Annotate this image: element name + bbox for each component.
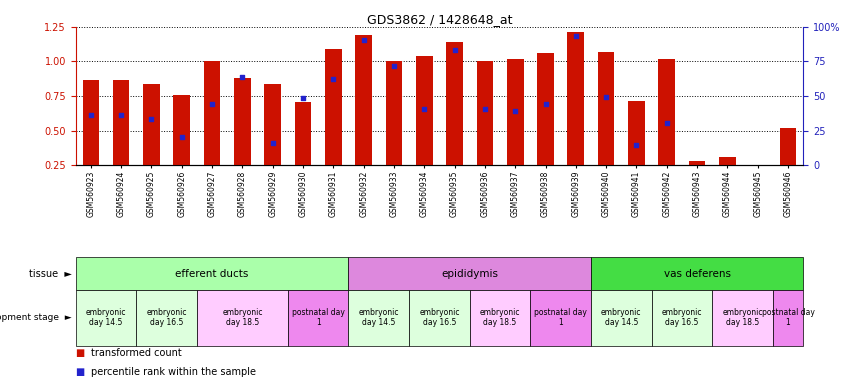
Bar	[507, 59, 524, 200]
Point	[690, 187, 704, 193]
Text: embryonic
day 16.5: embryonic day 16.5	[146, 308, 187, 328]
Text: transformed count: transformed count	[91, 348, 182, 358]
Point	[235, 74, 249, 80]
Point	[175, 134, 188, 140]
Text: tissue  ►: tissue ►	[29, 268, 71, 279]
Bar	[568, 32, 584, 200]
Title: GDS3862 / 1428648_at: GDS3862 / 1428648_at	[367, 13, 512, 26]
Text: embryonic
day 16.5: embryonic day 16.5	[662, 308, 702, 328]
Point	[296, 95, 309, 101]
Bar	[264, 84, 281, 200]
Bar	[288, 290, 348, 346]
Text: vas deferens: vas deferens	[664, 268, 731, 279]
Point	[721, 188, 734, 194]
Bar	[659, 59, 675, 200]
Text: embryonic
day 14.5: embryonic day 14.5	[358, 308, 399, 328]
Bar	[234, 78, 251, 200]
Bar	[416, 56, 432, 200]
Point	[539, 101, 553, 107]
Text: embryonic
day 18.5: embryonic day 18.5	[480, 308, 521, 328]
Bar	[712, 290, 773, 346]
Bar	[780, 128, 796, 200]
Point	[114, 112, 128, 118]
Point	[569, 33, 583, 39]
Bar	[591, 290, 652, 346]
Point	[266, 140, 279, 146]
Point	[630, 142, 643, 148]
Bar	[355, 35, 372, 200]
Bar	[749, 170, 766, 200]
Bar	[470, 290, 531, 346]
Text: ■: ■	[76, 367, 88, 377]
Bar	[628, 101, 645, 200]
Text: postnatal day
1: postnatal day 1	[762, 308, 814, 328]
Point	[205, 101, 219, 108]
Point	[84, 112, 98, 118]
Bar	[689, 161, 706, 200]
Point	[448, 47, 462, 53]
Point	[479, 106, 492, 112]
Bar	[173, 94, 190, 200]
Bar	[348, 257, 591, 290]
Bar	[477, 61, 493, 200]
Bar	[591, 257, 803, 290]
Point	[145, 116, 158, 122]
Text: postnatal day
1: postnatal day 1	[292, 308, 345, 328]
Bar	[143, 84, 160, 200]
Bar	[82, 80, 99, 200]
Bar	[447, 42, 463, 200]
Bar	[113, 80, 130, 200]
Bar	[598, 52, 615, 200]
Text: ■: ■	[76, 348, 88, 358]
Point	[600, 94, 613, 100]
Bar	[531, 290, 591, 346]
Bar	[294, 101, 311, 200]
Text: epididymis: epididymis	[442, 268, 498, 279]
Text: percentile rank within the sample: percentile rank within the sample	[91, 367, 256, 377]
Bar	[76, 257, 348, 290]
Bar	[197, 290, 288, 346]
Text: embryonic
day 14.5: embryonic day 14.5	[601, 308, 642, 328]
Bar	[409, 290, 470, 346]
Text: embryonic
day 18.5: embryonic day 18.5	[722, 308, 763, 328]
Point	[509, 108, 522, 114]
Text: embryonic
day 16.5: embryonic day 16.5	[419, 308, 460, 328]
Bar	[652, 290, 712, 346]
Bar	[386, 61, 402, 200]
Text: development stage  ►: development stage ►	[0, 313, 71, 322]
Text: embryonic
day 14.5: embryonic day 14.5	[86, 308, 126, 328]
Bar	[348, 290, 409, 346]
Point	[417, 106, 431, 112]
Bar	[204, 61, 220, 200]
Point	[387, 63, 400, 70]
Bar	[719, 157, 736, 200]
Text: embryonic
day 18.5: embryonic day 18.5	[222, 308, 262, 328]
Bar	[537, 53, 554, 200]
Bar	[773, 290, 803, 346]
Point	[357, 37, 370, 43]
Bar	[136, 290, 197, 346]
Bar	[76, 290, 136, 346]
Text: efferent ducts: efferent ducts	[176, 268, 249, 279]
Point	[781, 187, 795, 193]
Point	[660, 120, 674, 126]
Point	[326, 76, 340, 82]
Bar	[325, 49, 341, 200]
Point	[751, 187, 764, 193]
Text: postnatal day
1: postnatal day 1	[534, 308, 587, 328]
